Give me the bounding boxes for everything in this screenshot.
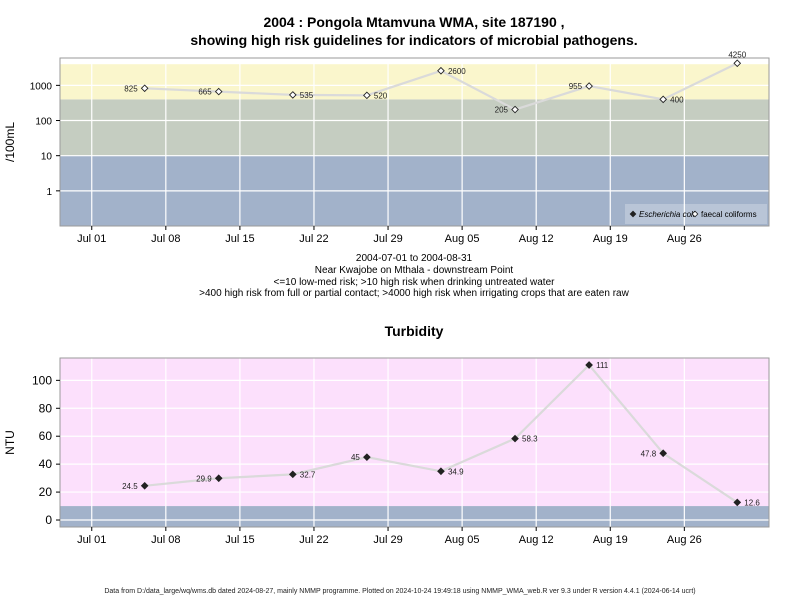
plot-frame [59,357,770,528]
data-label: 825 [124,84,138,93]
risk-band [60,99,769,156]
x-tick-label: Jul 08 [151,233,180,245]
x-tick-label: Jul 15 [225,534,254,546]
location-caption: Near Kwajobe on Mthala - downstream Poin… [314,265,514,276]
x-tick-label: Jul 15 [225,233,254,245]
data-label: 34.9 [448,467,464,476]
legend-label: Escherichia coli [639,210,695,219]
risk-band [60,64,769,100]
date-range-caption: 2004-07-01 to 2004-08-31 [355,253,473,264]
x-tick-label: Aug 26 [667,233,702,245]
data-point [733,498,742,507]
data-point [214,474,223,483]
plot-frame [59,57,770,227]
legend-marker [629,210,637,218]
chart-subtitle: showing high risk guidelines for indicat… [190,32,638,48]
y-tick-label: 100 [32,373,52,387]
legend-marker [691,210,699,218]
y-tick-label: 10 [41,152,53,163]
data-point [585,82,593,90]
data-point [585,361,593,369]
data-label: 47.8 [641,449,657,458]
data-point [437,467,445,476]
legend-label: faecal coliforms [701,210,757,219]
y-axis-label: /100mL [3,122,17,162]
data-label: 45 [351,453,360,462]
x-tick-label: Jul 22 [299,534,328,546]
x-tick-label: Jul 29 [373,233,402,245]
data-label: 111 [596,361,609,370]
x-tick-label: Aug 19 [593,534,628,546]
chart-title: 2004 : Pongola Mtamvuna WMA, site 187190… [263,14,565,30]
x-tick-label: Jul 01 [77,233,106,245]
data-label: 2600 [448,67,466,76]
y-tick-label: 1000 [30,81,53,92]
data-label: 400 [670,95,684,104]
data-label: 520 [374,91,388,100]
data-point [214,87,223,96]
data-point [140,84,149,93]
data-label: 955 [569,82,583,91]
y-tick-label: 0 [45,513,52,527]
legend: Escherichia coli faecal coliforms [625,204,767,224]
data-label: 535 [300,91,314,100]
data-label: 12.6 [744,498,760,507]
y-tick-label: 20 [39,485,53,499]
data-point [437,66,445,75]
data-point [288,91,297,99]
y-tick-label: 60 [39,429,53,443]
x-tick-label: Aug 05 [445,534,480,546]
x-tick-label: Jul 01 [77,534,106,546]
data-label: 24.5 [122,482,138,491]
risk-band [60,506,769,527]
footer-note: Data from D:/data_large/wq/wms.db dated … [104,588,696,595]
data-label: 665 [198,88,212,97]
data-point [511,434,519,443]
x-tick-label: Aug 12 [519,534,554,546]
data-point [511,105,519,114]
data-label: 205 [495,106,509,115]
x-tick-label: Aug 26 [667,534,702,546]
data-point [659,95,668,104]
data-point [363,453,371,462]
y-tick-label: 1 [46,187,52,198]
y-tick-label: 100 [35,117,52,128]
x-tick-label: Aug 19 [593,233,628,245]
data-label: 32.7 [300,470,316,479]
data-point [288,470,297,479]
y-tick-label: 40 [39,457,53,471]
data-point [659,449,668,458]
data-point [733,59,742,68]
risk-caption-1: <=10 low-med risk; >10 high risk when dr… [273,277,555,288]
x-tick-label: Jul 29 [373,534,402,546]
data-point [140,481,149,490]
x-tick-label: Aug 05 [445,233,480,245]
y-axis-label: NTU [3,430,17,455]
data-label: 4250 [728,50,746,59]
risk-caption-2: >400 high risk from full or partial cont… [199,288,629,299]
turbidity-title: Turbidity [384,323,444,339]
x-tick-label: Jul 22 [299,233,328,245]
y-tick-label: 80 [39,401,53,415]
data-point [363,91,371,100]
data-label: 58.3 [522,435,538,444]
x-tick-label: Aug 12 [519,233,554,245]
x-tick-label: Jul 08 [151,534,180,546]
data-label: 29.9 [196,474,212,483]
